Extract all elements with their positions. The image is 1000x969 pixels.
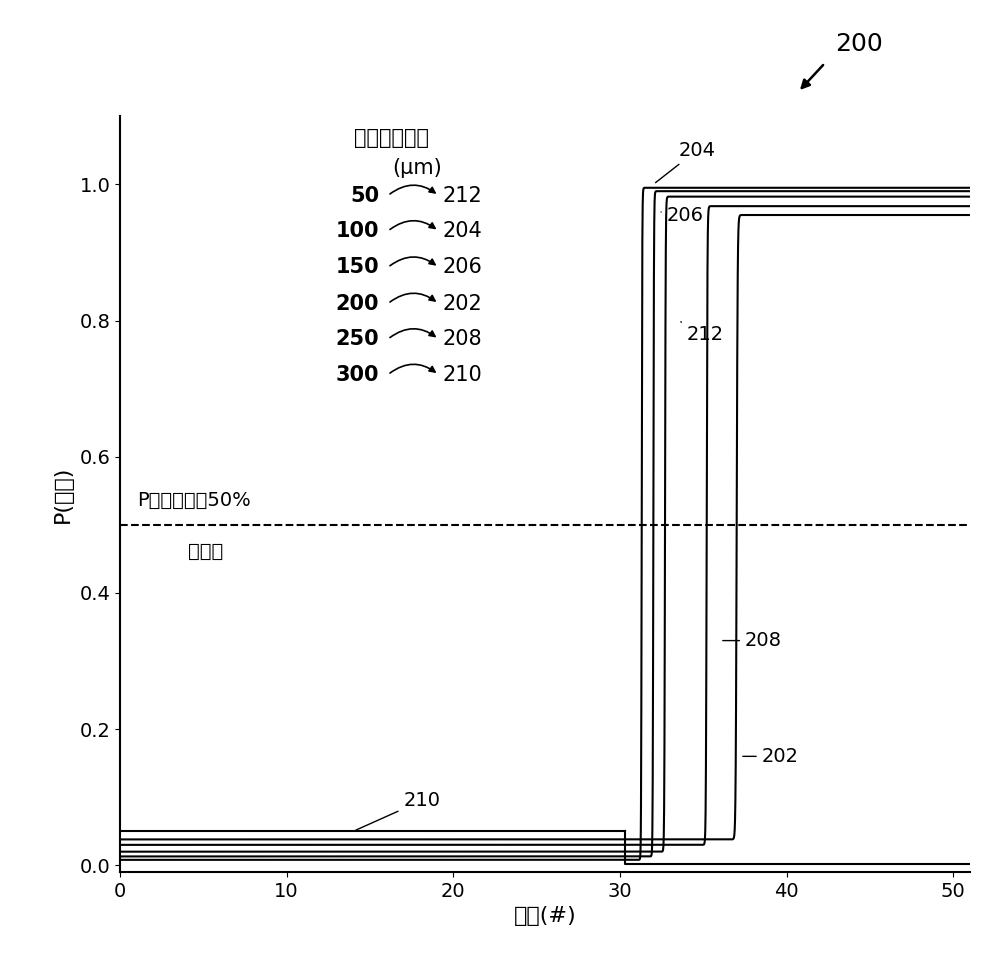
Text: 208: 208: [443, 329, 483, 349]
Text: ＝阈値: ＝阈値: [188, 542, 223, 561]
Text: 200: 200: [336, 294, 379, 314]
Text: 204: 204: [443, 221, 483, 241]
Text: 与胞体的距离: 与胞体的距离: [354, 128, 429, 147]
Text: (μm): (μm): [392, 158, 442, 178]
Text: 210: 210: [356, 791, 440, 830]
Text: 202: 202: [443, 294, 483, 314]
Text: 206: 206: [661, 205, 704, 225]
Text: 300: 300: [336, 364, 379, 385]
Y-axis label: P(尖峰): P(尖峰): [52, 465, 72, 523]
Text: 250: 250: [336, 329, 379, 349]
Text: 212: 212: [443, 186, 483, 205]
Text: 202: 202: [743, 747, 799, 766]
Text: 150: 150: [336, 258, 379, 277]
Text: 100: 100: [336, 221, 379, 241]
X-axis label: 突触(#): 突触(#): [514, 906, 576, 926]
Text: P（尖峰）＝50%: P（尖峰）＝50%: [137, 491, 251, 510]
Text: 212: 212: [681, 322, 724, 344]
Text: 204: 204: [656, 141, 715, 183]
Text: 200: 200: [835, 32, 883, 55]
Text: 208: 208: [723, 631, 782, 650]
Text: 210: 210: [443, 364, 483, 385]
Text: 50: 50: [350, 186, 379, 205]
Text: 206: 206: [443, 258, 483, 277]
